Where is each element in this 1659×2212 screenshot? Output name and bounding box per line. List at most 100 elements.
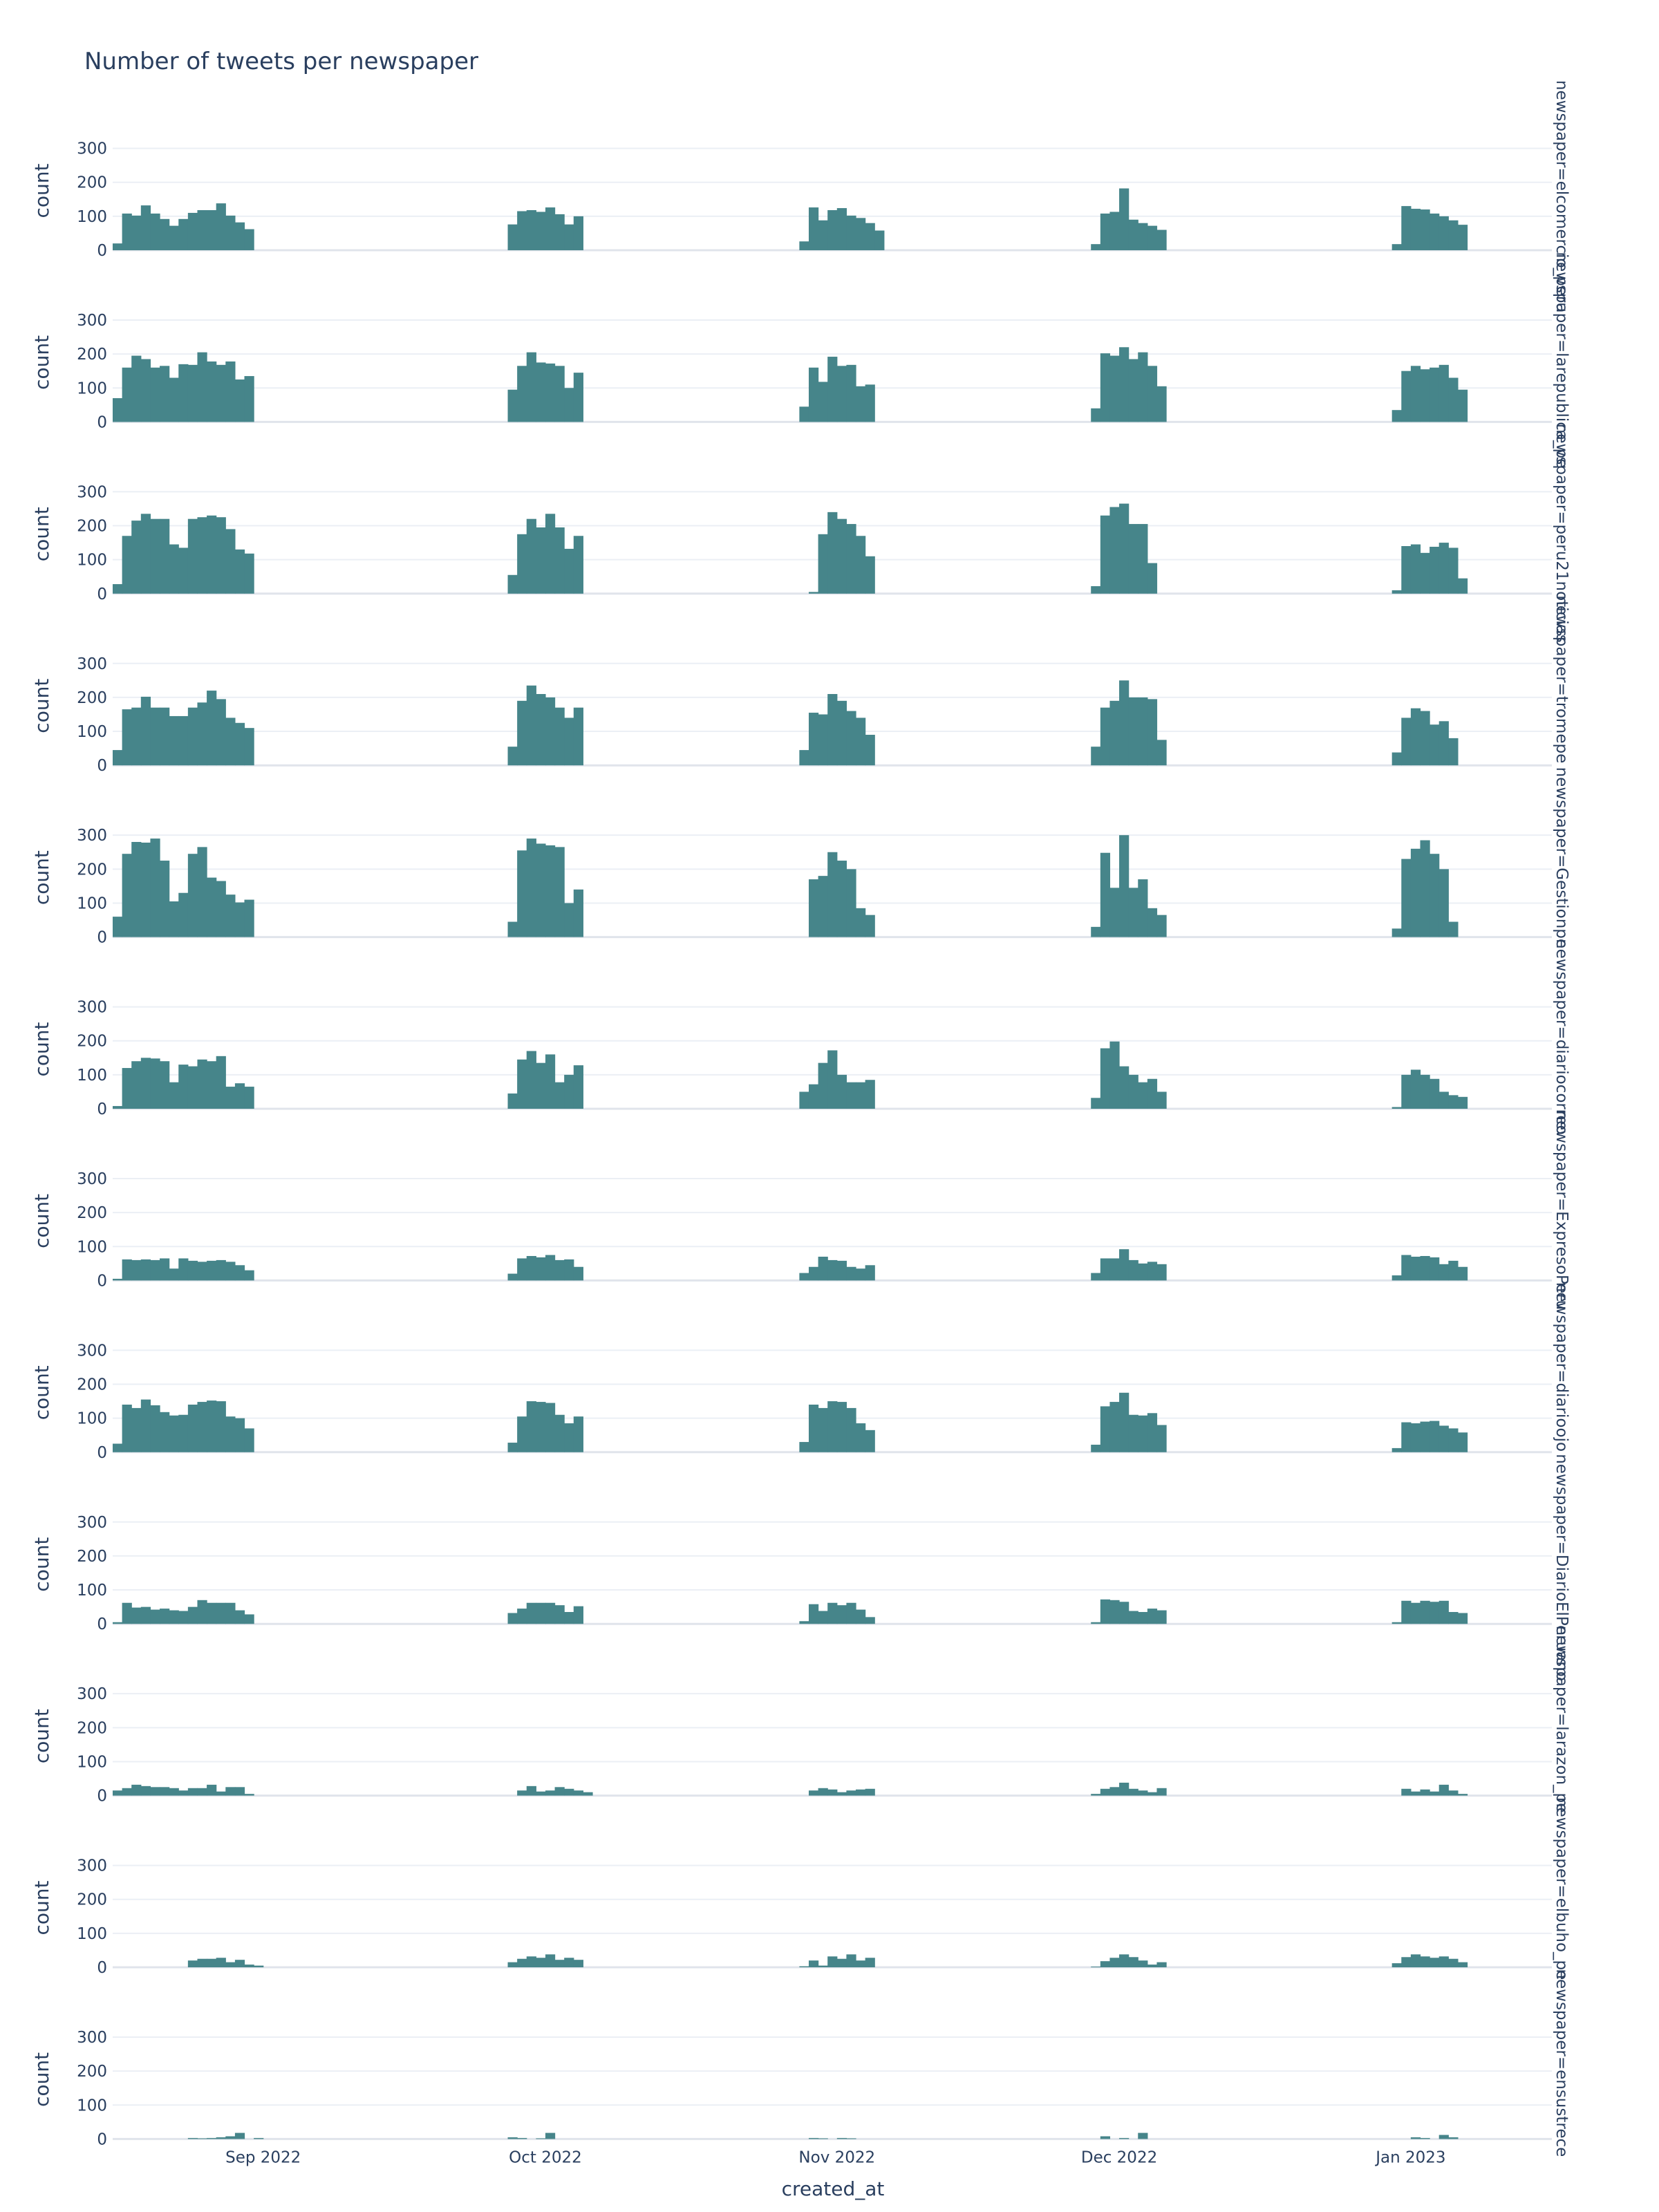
histogram-bar (1391, 1107, 1402, 1109)
histogram-bar (517, 700, 527, 766)
histogram-bar (1091, 1622, 1101, 1624)
histogram-bar (526, 210, 536, 250)
histogram-bar (1109, 355, 1120, 422)
histogram-bar (545, 1255, 556, 1281)
histogram-bar (1420, 369, 1430, 422)
histogram-bar (1119, 1392, 1130, 1452)
histogram-bar (178, 218, 189, 250)
histogram-bar (131, 707, 142, 766)
histogram-bar (1448, 1260, 1459, 1281)
histogram-bar (207, 1784, 217, 1796)
histogram-bar (1430, 724, 1440, 766)
histogram-bar (1091, 1794, 1101, 1796)
histogram-bar (865, 1617, 875, 1624)
histogram-bar (818, 534, 828, 594)
histogram-bar (234, 1787, 245, 1796)
histogram-bar (808, 367, 819, 422)
histogram-bar (846, 2138, 856, 2139)
histogram-bar (526, 1785, 536, 1796)
histogram-bar (1401, 546, 1412, 594)
histogram-bar (517, 1790, 527, 1796)
histogram-bar (207, 1400, 217, 1452)
histogram-bar (1128, 1788, 1138, 1796)
histogram-bar (564, 718, 574, 766)
histogram-bar (827, 1602, 838, 1624)
histogram-bar (545, 514, 556, 594)
histogram-bar (1438, 2135, 1449, 2139)
histogram-bar (836, 2137, 847, 2139)
histogram-bar (865, 915, 875, 937)
histogram-bar (1420, 552, 1430, 594)
histogram-bar (150, 1259, 160, 1281)
histogram-bar (1091, 244, 1101, 250)
histogram-bar (140, 205, 151, 250)
histogram-bar (1430, 367, 1440, 422)
histogram-bar (225, 361, 236, 422)
histogram-bar (122, 709, 132, 766)
histogram-bar (573, 1790, 583, 1796)
y-tick-label: 300 (77, 1685, 107, 1703)
histogram-bar (856, 1423, 866, 1452)
histogram-bar (244, 1794, 254, 1796)
histogram-bar (1401, 1788, 1412, 1796)
histogram-bar (234, 1610, 245, 1624)
histogram-bar (573, 1606, 583, 1624)
histogram-bar (1109, 212, 1120, 250)
histogram-bar (1430, 1602, 1440, 1624)
histogram-bar (1401, 371, 1412, 422)
y-tick-label: 100 (77, 1410, 107, 1428)
histogram-bar (131, 1607, 142, 1624)
histogram-bar (507, 574, 518, 594)
y-tick-label: 100 (77, 208, 107, 226)
histogram-bar (846, 1266, 856, 1281)
histogram-bar (554, 1605, 565, 1624)
facet-label: newspaper=elbuho_pe (1553, 1797, 1571, 1980)
histogram-bar (1128, 1414, 1138, 1452)
histogram-bar (1119, 1954, 1130, 1967)
histogram-bar (1147, 699, 1158, 766)
histogram-bar (1401, 1074, 1412, 1109)
histogram-bar (113, 398, 123, 422)
histogram-bar (846, 869, 856, 937)
chart-title: Number of tweets per newspaper (84, 48, 478, 75)
histogram-bar (113, 1278, 123, 1281)
histogram-bar (150, 1058, 160, 1109)
histogram-bar (150, 707, 160, 766)
histogram-bar (827, 1050, 838, 1109)
y-axis-title: count (30, 2052, 53, 2107)
histogram-bar (573, 1416, 583, 1452)
histogram-bar (545, 1054, 556, 1109)
histogram-bar (1119, 1066, 1130, 1109)
histogram-bar (140, 359, 151, 422)
histogram-bar (808, 592, 819, 594)
histogram-bar (122, 1602, 132, 1624)
histogram-bar (836, 1402, 847, 1452)
x-axis-title: created_at (782, 2177, 885, 2200)
histogram-bar (169, 1082, 179, 1109)
histogram-bar (225, 215, 236, 250)
histogram-bar (1430, 1257, 1440, 1281)
histogram-bar (150, 213, 160, 250)
histogram-bar (517, 211, 527, 250)
histogram-bar (207, 1958, 217, 1967)
histogram-bar (836, 1792, 847, 1796)
y-tick-label: 200 (77, 2063, 107, 2081)
histogram-bar (846, 1407, 856, 1452)
histogram-bar (254, 1965, 264, 1967)
histogram-bar (207, 2137, 217, 2139)
y-tick-label: 200 (77, 1891, 107, 1909)
histogram-bar (1430, 546, 1440, 594)
histogram-bar (1430, 1791, 1440, 1796)
histogram-bar (1420, 1074, 1430, 1109)
histogram-bar (178, 1258, 189, 1281)
histogram-bar (545, 1790, 556, 1796)
histogram-bar (1138, 2133, 1148, 2139)
histogram-bar (1438, 543, 1449, 594)
histogram-bar (1430, 854, 1440, 937)
histogram-bar (1156, 1425, 1167, 1452)
histogram-bar (197, 847, 207, 937)
histogram-bar (865, 223, 875, 250)
histogram-bar (526, 685, 536, 766)
facet-label: newspaper=DiarioElPeruano (1553, 1454, 1571, 1681)
histogram-bar (1410, 2137, 1421, 2139)
